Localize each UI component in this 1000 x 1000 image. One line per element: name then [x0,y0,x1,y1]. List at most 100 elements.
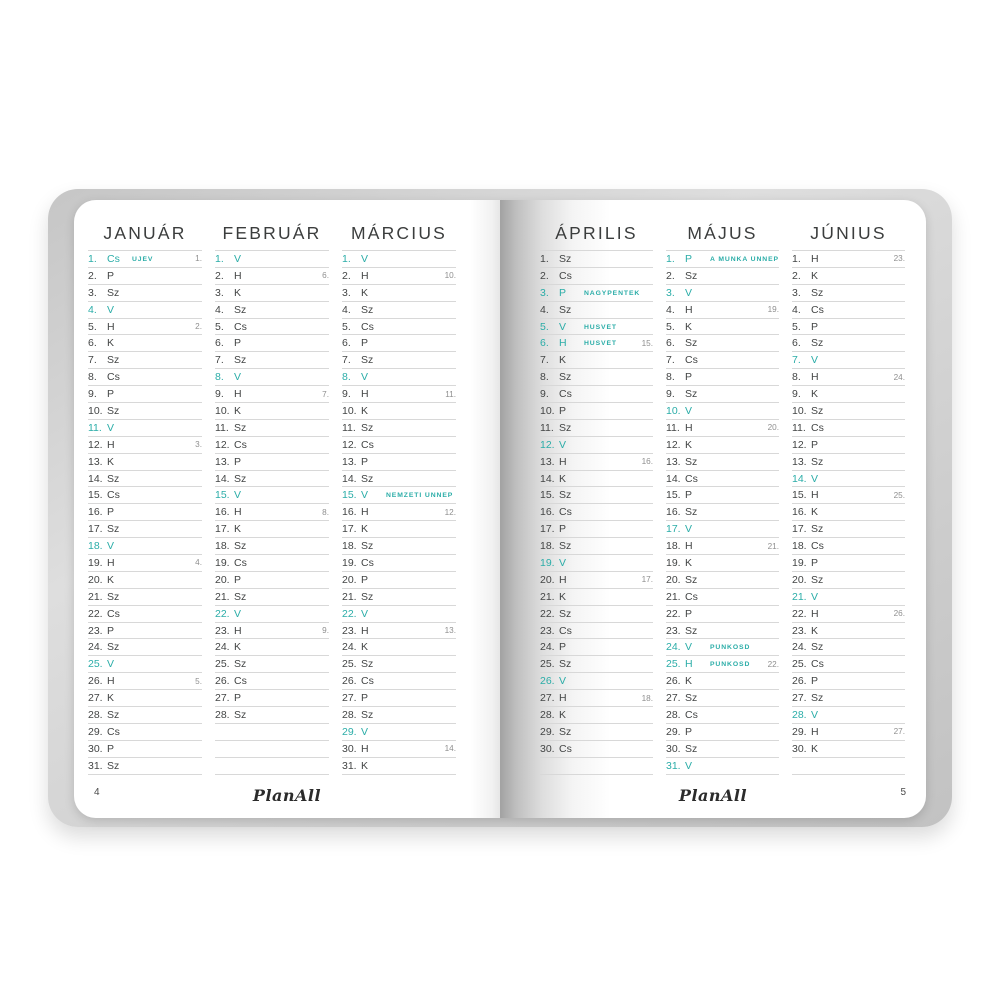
day-number: 8. [215,371,224,384]
day-abbr: P [685,371,693,384]
day-number: 21. [540,590,555,603]
day-number: 25. [666,658,681,671]
day-row: 30. H 14. [342,741,456,758]
day-abbr: K [559,590,567,603]
day-row: 21. Sz [215,589,329,606]
day-row: 24. P [540,639,653,657]
day-number: 21. [342,590,357,603]
day-row: 25. Sz [540,656,653,674]
day-abbr: Sz [559,421,572,434]
day-abbr: Sz [361,303,374,316]
day-row: 22. Sz [540,606,653,623]
day-row: 5. Cs [342,319,456,336]
day-row: 27. H 18. [540,690,653,708]
day-number: 22. [540,607,555,620]
day-number: 17. [540,523,555,536]
day-row: 7. K [540,352,653,370]
day-number: 4. [215,303,224,316]
day-row: 8. Cs [88,369,202,387]
week-number: 14. [444,744,456,754]
day-number: 5. [540,320,549,333]
month-table: 1. V 2. H 6. 3. K 4. Sz 5. Cs 6. P 7. Sz 8. V 9. H 7. 10. K 11… [215,250,329,775]
day-number: 19. [88,556,103,569]
month-table: 1. Sz 2. Cs 3. P NAGYPÉNTEK 4. Sz 5. V HÚSVÉT 6. H HÚS… [540,250,653,775]
week-number: 22. [767,659,779,669]
day-abbr: V [559,320,567,333]
day-row: 29. V [342,724,456,741]
day-row: 15. Sz [540,487,653,505]
day-abbr: Sz [811,523,824,536]
day-abbr: K [361,759,369,772]
day-abbr: Sz [685,455,698,468]
day-row: 16. Cs [540,504,653,522]
day-number: 28. [215,708,230,721]
day-number: 29. [540,725,555,738]
day-number: 15. [792,489,807,502]
day-number: 30. [88,742,103,755]
day-abbr: P [811,438,819,451]
day-number: 12. [540,438,555,451]
week-number: 3. [195,440,202,450]
day-row [215,724,329,741]
day-abbr: Cs [559,388,572,401]
day-row: 28. Sz [215,707,329,724]
day-abbr: Cs [234,320,247,333]
day-row: 10. V [666,403,779,420]
day-abbr: Sz [685,742,698,755]
week-number: 26. [893,609,905,619]
month-column-majus: MÁJUS 1. P A MUNKA ÜNNEPE 2. Sz 3. V 4. H 19. 5. K 6… [666,200,779,818]
week-number: 11. [445,389,456,399]
day-row: 2. H 6. [215,268,329,285]
day-row: 28. K [540,707,653,724]
day-row: 17. K [342,521,456,539]
day-abbr: P [107,742,115,755]
day-abbr: V [107,540,115,553]
day-row: 19. Cs [342,555,456,572]
day-row: 5. Cs [215,319,329,336]
day-number: 28. [342,708,357,721]
day-abbr: P [361,692,369,705]
week-number: 7. [322,389,329,399]
day-row: 24. K [342,639,456,657]
day-abbr: K [234,523,242,536]
day-abbr: K [234,286,242,299]
day-abbr: Sz [811,337,824,350]
day-abbr: Sz [107,523,120,536]
day-number: 26. [342,675,357,688]
day-number: 15. [342,489,357,502]
day-number: 21. [215,590,230,603]
day-number: 30. [540,742,555,755]
day-abbr: Cs [685,354,698,367]
day-abbr: H [811,489,819,502]
day-abbr: Sz [234,303,247,316]
day-number: 9. [88,388,97,401]
day-number: 20. [342,573,357,586]
day-row: 4. Sz [540,302,653,319]
day-number: 28. [666,708,681,721]
day-abbr: Cs [107,252,120,265]
day-abbr: Sz [361,590,374,603]
day-number: 16. [540,506,555,519]
day-abbr: Sz [811,692,824,705]
day-row: 28. Sz [342,707,456,724]
day-number: 12. [342,438,357,451]
day-row: 19. Cs [215,555,329,572]
day-number: 15. [540,489,555,502]
day-abbr: Sz [811,573,824,586]
day-abbr: Sz [234,421,247,434]
day-abbr: Sz [361,354,374,367]
day-number: 3. [88,286,97,299]
day-number: 6. [540,337,549,350]
day-row: 13. K [88,454,202,471]
week-number: 23. [893,254,905,264]
day-abbr: K [107,573,115,586]
day-abbr: Cs [685,590,698,603]
day-row: 15. H 25. [792,487,905,505]
day-number: 4. [342,303,351,316]
day-number: 8. [88,371,97,384]
day-row: 5. P [792,319,905,336]
day-row: 17. V [666,521,779,539]
day-row: 23. Sz [666,623,779,640]
day-number: 20. [792,573,807,586]
day-abbr: Sz [107,354,120,367]
